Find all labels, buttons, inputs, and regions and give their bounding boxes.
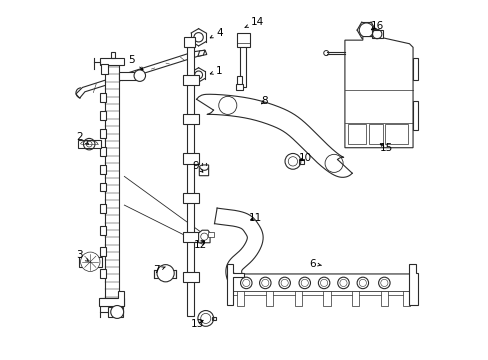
Bar (384, 125, 407, 144)
Polygon shape (76, 50, 206, 98)
Polygon shape (105, 65, 119, 298)
Bar (183, 37, 195, 47)
Circle shape (110, 306, 123, 319)
Bar (183, 114, 198, 124)
Text: 8: 8 (261, 96, 267, 106)
Bar (240, 37, 245, 87)
Polygon shape (344, 37, 412, 148)
Bar (111, 51, 115, 58)
Text: 12: 12 (194, 239, 207, 249)
Text: 6: 6 (309, 258, 321, 269)
Bar (100, 247, 106, 256)
Bar (371, 30, 382, 38)
Text: 3: 3 (76, 250, 88, 261)
Polygon shape (226, 264, 244, 305)
Bar (299, 159, 303, 163)
Text: 14: 14 (244, 17, 263, 27)
Bar (119, 72, 140, 80)
Text: 5: 5 (128, 55, 142, 70)
Text: 11: 11 (248, 213, 262, 222)
Bar (368, 125, 382, 144)
Bar (237, 291, 244, 306)
Polygon shape (230, 273, 411, 292)
Bar (183, 232, 198, 242)
Bar (235, 84, 243, 90)
Polygon shape (100, 58, 124, 65)
Bar (100, 183, 106, 192)
Bar (100, 226, 106, 234)
Bar (183, 272, 198, 282)
Bar (380, 291, 387, 306)
Bar (101, 64, 107, 74)
Polygon shape (412, 58, 418, 80)
Bar (100, 93, 106, 102)
Bar (323, 291, 330, 306)
Polygon shape (198, 230, 210, 243)
Bar (265, 291, 273, 306)
Bar (100, 111, 106, 120)
Text: 10: 10 (298, 153, 311, 163)
Bar (348, 125, 365, 144)
Text: 4: 4 (210, 28, 222, 38)
Polygon shape (99, 291, 124, 306)
Text: 2: 2 (76, 132, 88, 144)
Text: 7: 7 (153, 265, 165, 275)
Circle shape (157, 265, 174, 282)
Circle shape (359, 23, 373, 37)
Text: 1: 1 (210, 66, 222, 76)
Bar (100, 204, 106, 213)
Bar (183, 75, 198, 85)
Bar (237, 76, 241, 87)
Bar (183, 193, 198, 203)
Bar (108, 307, 122, 317)
Polygon shape (79, 257, 102, 267)
Bar (100, 269, 106, 278)
Text: 15: 15 (379, 143, 392, 153)
Text: 16: 16 (370, 21, 383, 31)
Polygon shape (198, 50, 204, 56)
Bar (154, 270, 175, 278)
Circle shape (134, 70, 145, 81)
Bar (100, 129, 106, 138)
Text: 9: 9 (192, 161, 203, 172)
Bar (207, 231, 213, 237)
Polygon shape (408, 264, 418, 305)
Bar (212, 317, 215, 320)
Bar (100, 165, 106, 174)
Polygon shape (187, 47, 194, 316)
Bar (294, 291, 301, 306)
Polygon shape (199, 165, 208, 176)
Text: 13: 13 (191, 319, 204, 329)
Polygon shape (78, 140, 101, 148)
Bar (183, 153, 198, 163)
Bar (100, 147, 106, 156)
Circle shape (86, 141, 92, 147)
Bar (402, 291, 409, 306)
Polygon shape (100, 298, 124, 306)
Circle shape (81, 252, 100, 271)
Polygon shape (412, 101, 418, 130)
Polygon shape (230, 291, 411, 295)
Bar (236, 33, 249, 47)
Bar (351, 291, 359, 306)
